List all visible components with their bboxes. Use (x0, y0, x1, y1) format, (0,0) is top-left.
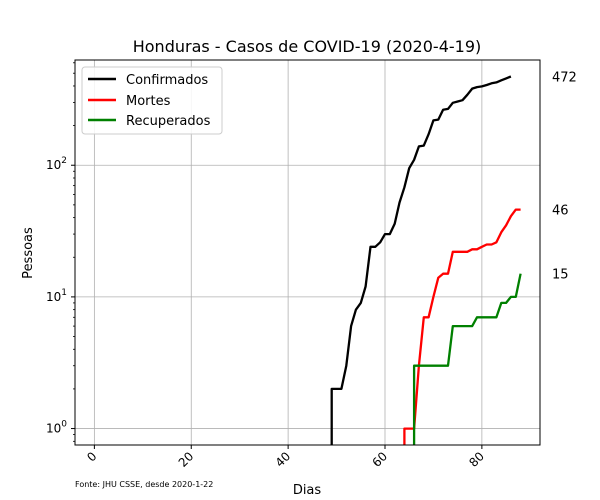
y-axis: 100 101 102 (46, 62, 75, 442)
legend-box (81, 66, 223, 135)
end-label-confirmados: 472 (552, 71, 577, 86)
chart-title: Honduras - Casos de COVID-19 (2020-4-19) (133, 37, 482, 56)
legend-entry-confirmados: Confirmados (88, 73, 208, 88)
end-label-recuperados: 15 (552, 268, 569, 283)
end-labels: 472 46 15 (552, 71, 577, 283)
legend: Confirmados Mortes Recuperados (81, 66, 223, 135)
plot-frame (74, 59, 541, 446)
series-group (330, 75, 522, 445)
y-tick-label: 102 (46, 156, 67, 172)
x-axis-label: Dias (293, 483, 322, 498)
series-line-mortes (403, 208, 521, 445)
series-line-confirmados (330, 75, 512, 445)
legend-label-recuperados: Recuperados (126, 114, 211, 129)
y-axis-label: Pessoas (21, 227, 36, 279)
legend-label-confirmados: Confirmados (126, 73, 208, 88)
y-tick-label: 100 (46, 420, 67, 436)
series-line-recuperados (412, 273, 522, 445)
y-tick-label: 101 (46, 288, 67, 304)
legend-entry-mortes: Mortes (88, 94, 171, 109)
end-label-mortes: 46 (552, 204, 569, 219)
legend-entry-recuperados: Recuperados (88, 114, 211, 129)
source-note: Fonte: JHU CSSE, desde 2020-1-22 (75, 480, 213, 489)
legend-label-mortes: Mortes (126, 94, 171, 109)
